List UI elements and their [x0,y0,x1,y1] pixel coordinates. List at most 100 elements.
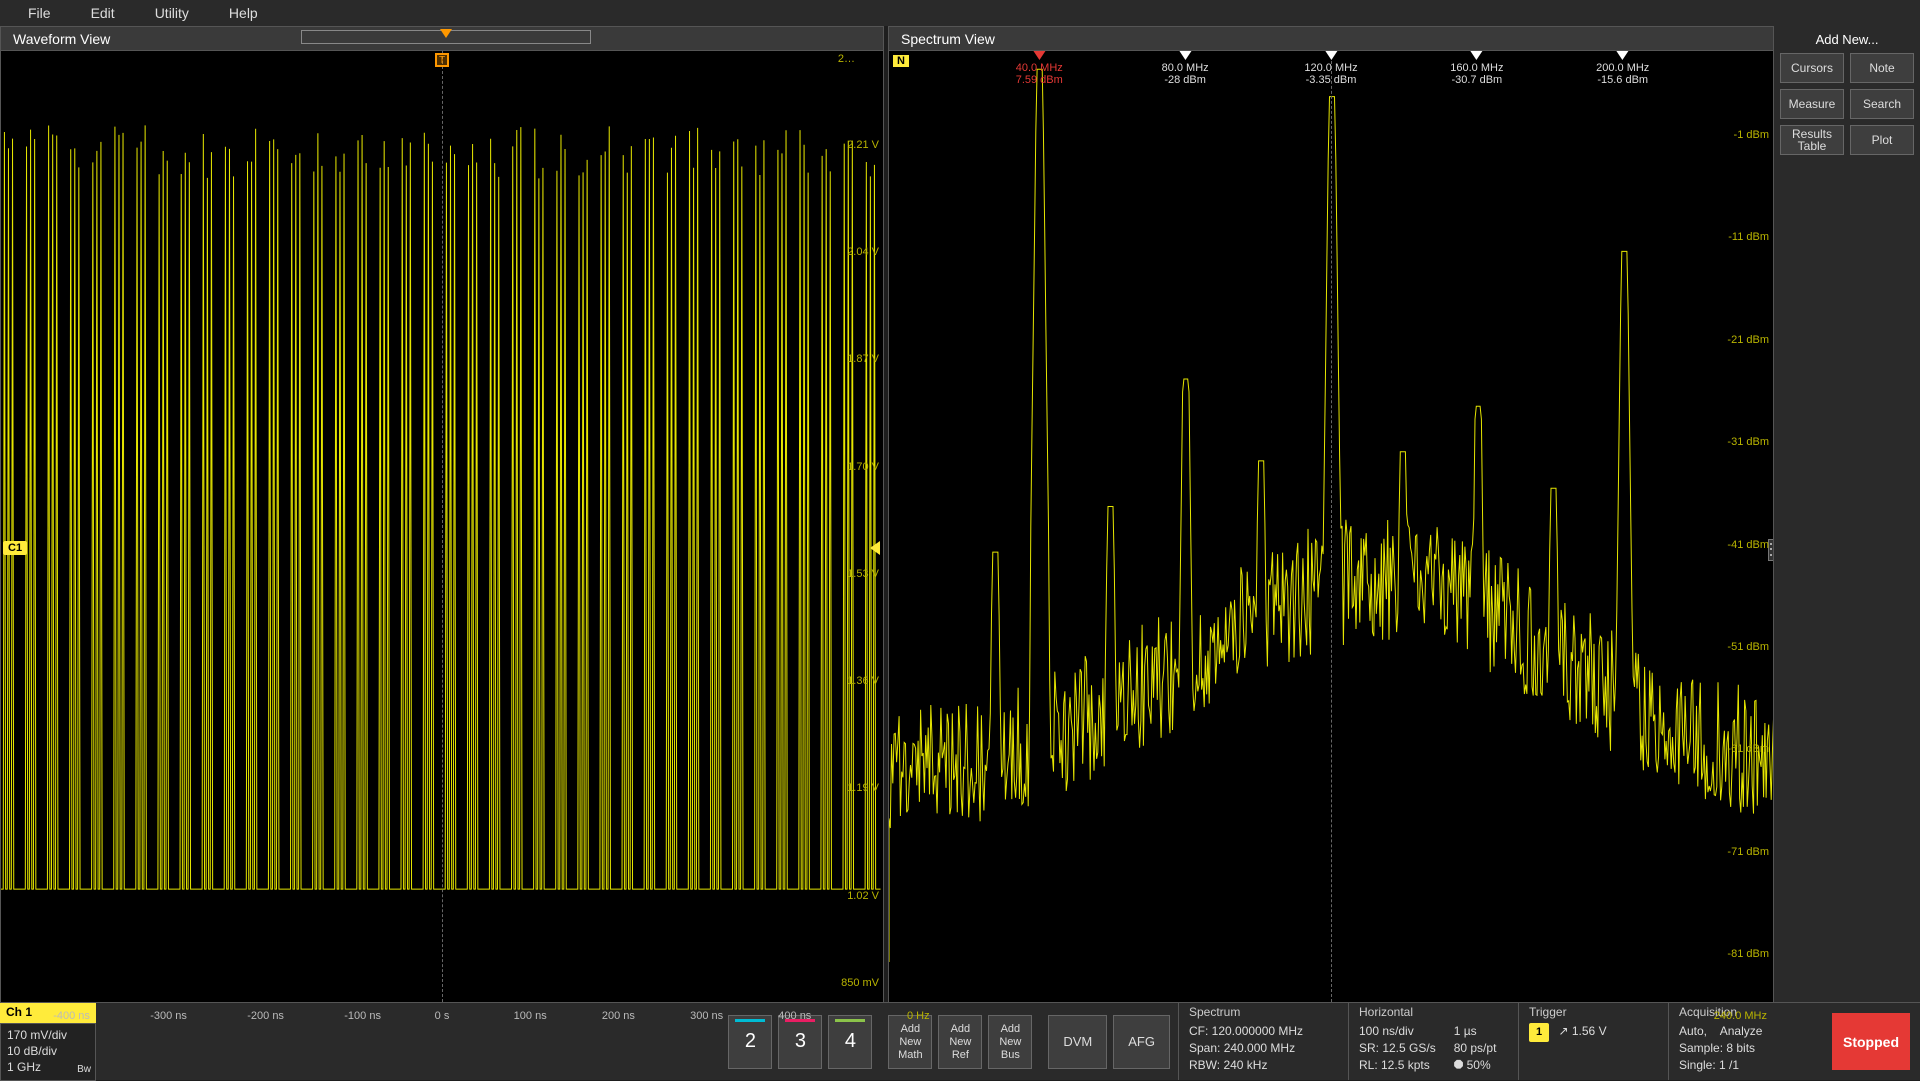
status-spectrum[interactable]: Spectrum CF: 120.000000 MHz Span: 240.00… [1178,1003,1348,1080]
waveform-y-tick: 2.04 V [847,246,879,258]
spectrum-marker[interactable]: 160.0 MHz-30.7 dBm [1450,51,1503,86]
spectrum-body[interactable]: N 40.0 MHz7.59 dBm 80.0 MHz-28 dBm 120.0 M… [889,51,1773,1026]
acq-single: Single: 1 /1 [1679,1057,1818,1074]
channel-2-button[interactable]: 2 [728,1015,772,1069]
spectrum-marker[interactable]: 40.0 MHz7.59 dBm [1016,51,1063,86]
status-horizontal-title: Horizontal [1359,1005,1508,1023]
channel-settings[interactable]: 170 mV/div 10 dB/div 1 GHz Bw [0,1023,96,1081]
spectrum-x-right: 240.0 MHz [1714,1010,1767,1022]
marker-triangle-icon [1325,51,1337,60]
channel-dbdiv: 10 dB/div [7,1043,89,1059]
spectrum-y-tick: -1 dBm [1734,129,1769,141]
marker-triangle-icon [1617,51,1629,60]
waveform-x-tick: -400 ns [53,1010,90,1022]
measure-button[interactable]: Measure [1780,89,1844,119]
trigger-level-arrow-icon[interactable] [870,541,880,555]
results-table-button[interactable]: ResultsTable [1780,125,1844,155]
spectrum-title-bar: Spectrum View [889,27,1773,51]
waveform-y-tick: 1.87 V [847,353,879,365]
marker-amp: 7.59 dBm [1016,74,1063,86]
status-trigger-title: Trigger [1529,1005,1658,1023]
waveform-x-tick: 200 ns [602,1010,635,1022]
marker-amp: -15.6 dBm [1596,74,1649,86]
waveform-x-tick: 0 s [435,1010,450,1022]
waveform-panel: Waveform View C1 T 2… 2.21 V 2.04 V 1.87 V… [0,26,884,1027]
trigger-edge-icon: ↗ [1558,1024,1568,1038]
spectrum-y-tick: -21 dBm [1727,334,1769,346]
menubar: File Edit Utility Help [0,0,1920,26]
trigger-source-badge: 1 [1529,1023,1549,1042]
channel-badge[interactable]: C1 [3,541,27,555]
menu-file[interactable]: File [8,5,71,21]
spectrum-panel: Spectrum View N 40.0 MHz7.59 dBm 80.0 MHz… [888,26,1774,1027]
spectrum-trace-badge[interactable]: N [893,55,909,67]
add-bus-button[interactable]: AddNewBus [988,1015,1032,1069]
waveform-y-tick: 1.02 V [847,890,879,902]
spectrum-cf: CF: 120.000000 MHz [1189,1023,1338,1040]
marker-freq: 160.0 MHz [1450,62,1503,74]
horiz-resolution: 80 ps/pt [1454,1040,1497,1057]
add-trace-buttons: AddNewMath AddNewRef AddNewBus [880,1003,1040,1080]
timebase-handle-icon[interactable] [440,29,452,38]
marker-freq: 200.0 MHz [1596,62,1649,74]
status-horizontal[interactable]: Horizontal 100 ns/div SR: 12.5 GS/s RL: … [1348,1003,1518,1080]
sidebar: Add New... Cursors Note Measure Search R… [1773,26,1920,1027]
note-button[interactable]: Note [1850,53,1914,83]
spectrum-y-tick: -31 dBm [1727,436,1769,448]
spectrum-y-tick: -81 dBm [1727,948,1769,960]
trigger-level: 1.56 V [1572,1024,1607,1038]
search-button[interactable]: Search [1850,89,1914,119]
afg-button[interactable]: AFG [1113,1015,1170,1069]
run-state-button[interactable]: Stopped [1832,1013,1910,1070]
spectrum-y-tick: -71 dBm [1727,846,1769,858]
menu-edit[interactable]: Edit [71,5,135,21]
channel-bw-badge: Bw [77,1062,91,1078]
spectrum-title: Spectrum View [901,31,995,47]
horiz-duration: 1 µs [1454,1023,1497,1040]
spectrum-y-tick: -11 dBm [1728,231,1769,243]
spectrum-marker[interactable]: 120.0 MHz-3.35 dBm [1304,51,1357,86]
acq-analyze: Analyze [1720,1024,1763,1038]
waveform-x-tick: 100 ns [514,1010,547,1022]
status-trigger[interactable]: Trigger 1 ↗ 1.56 V [1518,1003,1668,1080]
waveform-x-tick: -300 ns [150,1010,187,1022]
marker-triangle-icon [1471,51,1483,60]
status-spectrum-title: Spectrum [1189,1005,1338,1023]
horiz-sr: SR: 12.5 GS/s [1359,1040,1436,1057]
cursors-button[interactable]: Cursors [1780,53,1844,83]
add-math-button[interactable]: AddNewMath [888,1015,932,1069]
spectrum-y-tick: -41 dBm [1727,539,1769,551]
plot-button[interactable]: Plot [1850,125,1914,155]
menu-utility[interactable]: Utility [135,5,209,21]
channel-4-button[interactable]: 4 [828,1015,872,1069]
marker-triangle-icon [1179,51,1191,60]
spectrum-span: Span: 240.000 MHz [1189,1040,1338,1057]
waveform-y-tick: 1.53 V [847,568,879,580]
waveform-body[interactable]: C1 T 2… 2.21 V 2.04 V 1.87 V 1.70 V 1.53 V 1.… [1,51,883,1026]
spectrum-center-line [1331,51,1332,1002]
sidebar-heading: Add New... [1780,32,1914,47]
acq-sample: Sample: 8 bits [1679,1040,1818,1057]
spectrum-marker[interactable]: 80.0 MHz-28 dBm [1162,51,1209,86]
timebase-overview[interactable] [301,30,591,44]
add-ref-button[interactable]: AddNewRef [938,1015,982,1069]
acq-mode: Auto, [1679,1024,1707,1038]
waveform-top-readout: 2… [838,53,855,65]
marker-amp: -30.7 dBm [1450,74,1503,86]
marker-freq: 80.0 MHz [1162,62,1209,74]
menu-help[interactable]: Help [209,5,278,21]
waveform-x-tick: 300 ns [690,1010,723,1022]
trigger-position-marker[interactable]: T [435,53,449,67]
spectrum-y-tick: -51 dBm [1727,641,1769,653]
waveform-y-tick: 1.70 V [847,461,879,473]
waveform-title-bar: Waveform View [1,27,883,51]
spectrum-marker[interactable]: 200.0 MHz-15.6 dBm [1596,51,1649,86]
channel-3-button[interactable]: 3 [778,1015,822,1069]
marker-amp: -3.35 dBm [1304,74,1357,86]
horiz-position: ⯃ 50% [1454,1057,1497,1074]
waveform-title: Waveform View [13,31,110,47]
bottom-bar: Ch 1 170 mV/div 10 dB/div 1 GHz Bw 234 A… [0,1002,1920,1080]
dvm-button[interactable]: DVM [1048,1015,1107,1069]
marker-freq: 40.0 MHz [1016,62,1063,74]
waveform-y-tick: 2.21 V [847,139,879,151]
